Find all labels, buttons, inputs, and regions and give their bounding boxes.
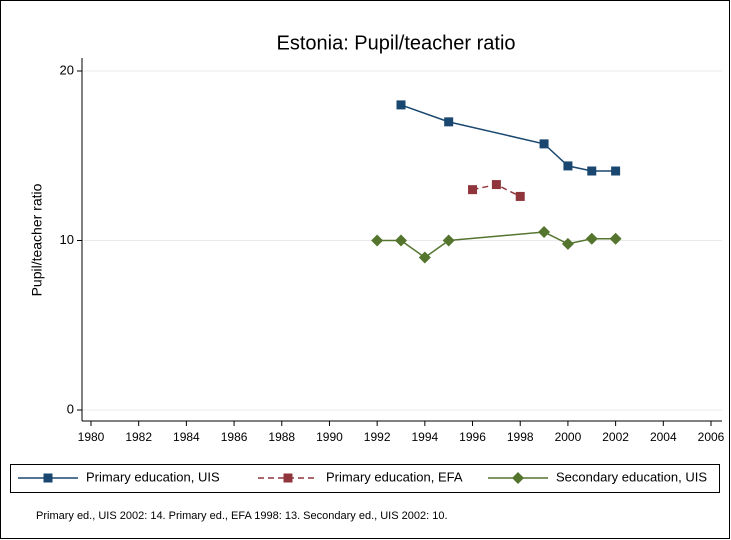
legend-marker [283, 473, 293, 483]
data-point [515, 191, 525, 201]
chart-title: Estonia: Pupil/teacher ratio [276, 32, 515, 54]
x-tick-label: 2002 [602, 430, 629, 444]
data-point [444, 117, 454, 127]
data-point [442, 234, 455, 247]
x-tick-label: 2004 [650, 430, 677, 444]
y-tick-label: 10 [60, 232, 74, 247]
x-tick-label: 1994 [411, 430, 438, 444]
y-tick-label: 20 [60, 62, 74, 77]
data-point [538, 226, 551, 239]
legend-label: Primary education, EFA [326, 469, 463, 484]
data-point [561, 237, 574, 250]
y-tick-label: 0 [67, 401, 74, 416]
legend-marker [43, 473, 53, 483]
legend-label: Primary education, UIS [86, 469, 220, 484]
data-point [587, 166, 597, 176]
data-point [491, 180, 501, 190]
data-point [468, 185, 478, 195]
x-tick-label: 1996 [459, 430, 486, 444]
data-point [396, 100, 406, 110]
x-tick-label: 1988 [268, 430, 295, 444]
data-point [585, 232, 598, 245]
data-point [539, 139, 549, 149]
x-tick-label: 1984 [173, 430, 200, 444]
legend-marker [512, 472, 524, 484]
data-point [418, 251, 431, 264]
note: Primary ed., UIS 2002: 14. Primary ed., … [36, 510, 448, 522]
x-tick-label: 1998 [507, 430, 534, 444]
x-tick-label: 1982 [125, 430, 152, 444]
y-axis-label: Pupil/teacher ratio [29, 183, 45, 296]
data-point [395, 234, 407, 247]
data-point [611, 166, 621, 176]
x-tick-label: 1980 [78, 430, 105, 444]
data-point [371, 234, 384, 247]
x-tick-label: 2000 [555, 430, 582, 444]
data-point [609, 232, 622, 245]
x-tick-label: 1992 [364, 430, 391, 444]
x-tick-label: 1990 [316, 430, 343, 444]
legend-label: Secondary education, UIS [556, 469, 707, 484]
x-tick-label: 1986 [221, 430, 248, 444]
x-tick-label: 2006 [698, 430, 725, 444]
legend-box [10, 464, 720, 493]
data-point [563, 161, 573, 171]
